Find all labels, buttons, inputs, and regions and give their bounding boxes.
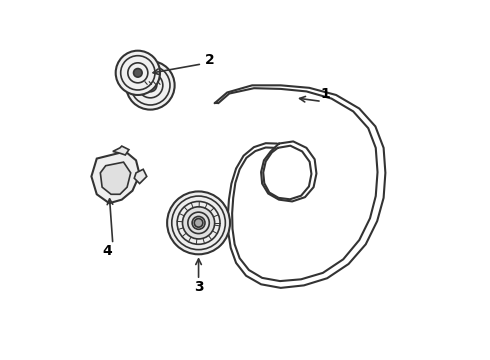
Circle shape bbox=[194, 219, 203, 227]
Circle shape bbox=[116, 51, 160, 95]
Polygon shape bbox=[100, 162, 131, 194]
Text: 1: 1 bbox=[320, 87, 330, 101]
Circle shape bbox=[126, 61, 174, 110]
Circle shape bbox=[134, 68, 142, 77]
Text: 2: 2 bbox=[204, 53, 214, 67]
Polygon shape bbox=[113, 146, 129, 155]
Circle shape bbox=[167, 192, 230, 254]
Polygon shape bbox=[134, 169, 147, 184]
Text: 3: 3 bbox=[194, 280, 203, 294]
Text: 4: 4 bbox=[102, 244, 112, 258]
Polygon shape bbox=[92, 152, 140, 203]
Circle shape bbox=[192, 216, 205, 229]
Circle shape bbox=[182, 207, 215, 239]
